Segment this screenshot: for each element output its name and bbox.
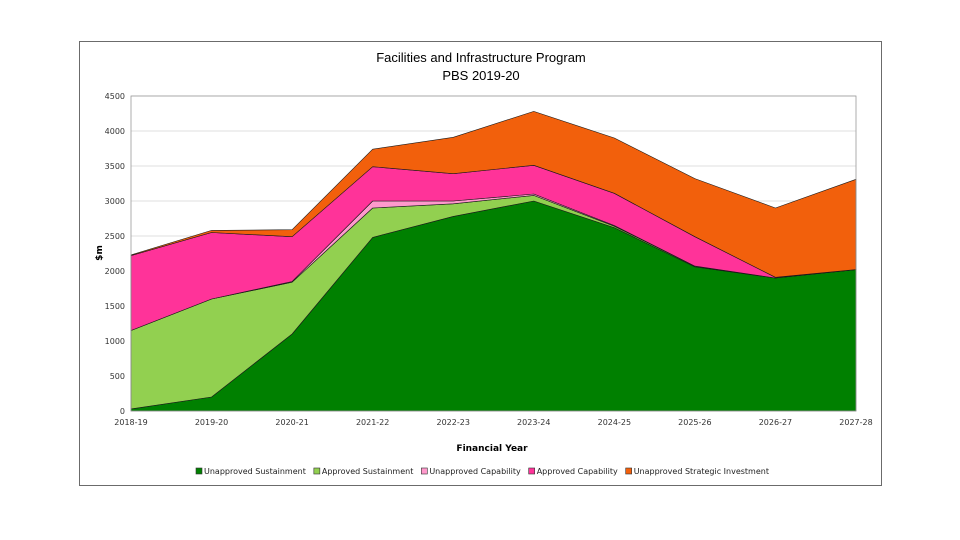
- legend-label: Unapproved Sustainment: [204, 467, 306, 476]
- y-tick-label: 0: [120, 407, 125, 416]
- x-tick-label: 2023-24: [517, 418, 550, 427]
- y-axis-ticks: 0 500 1000 1500 2000 2500 3000 3500 4000 4500: [105, 92, 125, 416]
- x-tick-label: 2018-19: [114, 418, 147, 427]
- y-tick-label: 1500: [105, 302, 125, 311]
- x-tick-label: 2021-22: [356, 418, 389, 427]
- legend: Unapproved Sustainment Approved Sustainme…: [195, 467, 769, 476]
- y-tick-label: 3500: [105, 162, 125, 171]
- x-tick-label: 2022-23: [437, 418, 470, 427]
- legend-swatch: [195, 467, 203, 475]
- legend-label: Approved Capability: [537, 467, 618, 476]
- y-tick-label: 4500: [105, 92, 125, 101]
- legend-swatch: [421, 467, 428, 475]
- chart-subtitle: PBS 2019-20: [442, 68, 519, 83]
- y-tick-label: 2000: [105, 267, 125, 276]
- x-tick-label: 2020-21: [275, 418, 308, 427]
- y-tick-label: 2500: [105, 232, 125, 241]
- x-tick-label: 2019-20: [195, 418, 228, 427]
- legend-swatch: [625, 467, 632, 475]
- chart-svg: Facilities and Infrastructure Program PB…: [95, 50, 873, 476]
- x-tick-label: 2027-28: [839, 418, 872, 427]
- x-axis-title: Financial Year: [456, 444, 528, 454]
- x-tick-label: 2025-26: [678, 418, 711, 427]
- x-tick-label: 2024-25: [598, 418, 631, 427]
- chart-title: Facilities and Infrastructure Program: [376, 50, 586, 65]
- y-axis-title: $m: [95, 245, 105, 261]
- y-tick-label: 3000: [105, 197, 125, 206]
- y-tick-label: 4000: [105, 127, 125, 136]
- legend-label: Approved Sustainment: [322, 467, 413, 476]
- legend-label: Unapproved Strategic Investment: [634, 467, 769, 476]
- legend-swatch: [313, 467, 321, 475]
- x-axis-ticks: 2018-19 2019-20 2020-21 2021-22 2022-23 2023-…: [114, 418, 872, 427]
- legend-label: Unapproved Capability: [429, 467, 521, 476]
- y-tick-label: 1000: [105, 337, 125, 346]
- chart-frame: Facilities and Infrastructure Program PB…: [79, 41, 882, 486]
- legend-swatch: [528, 467, 535, 475]
- y-tick-label: 500: [110, 372, 125, 381]
- plot-area-border: [130, 95, 857, 412]
- x-tick-label: 2026-27: [759, 418, 792, 427]
- area-series: [130, 111, 857, 412]
